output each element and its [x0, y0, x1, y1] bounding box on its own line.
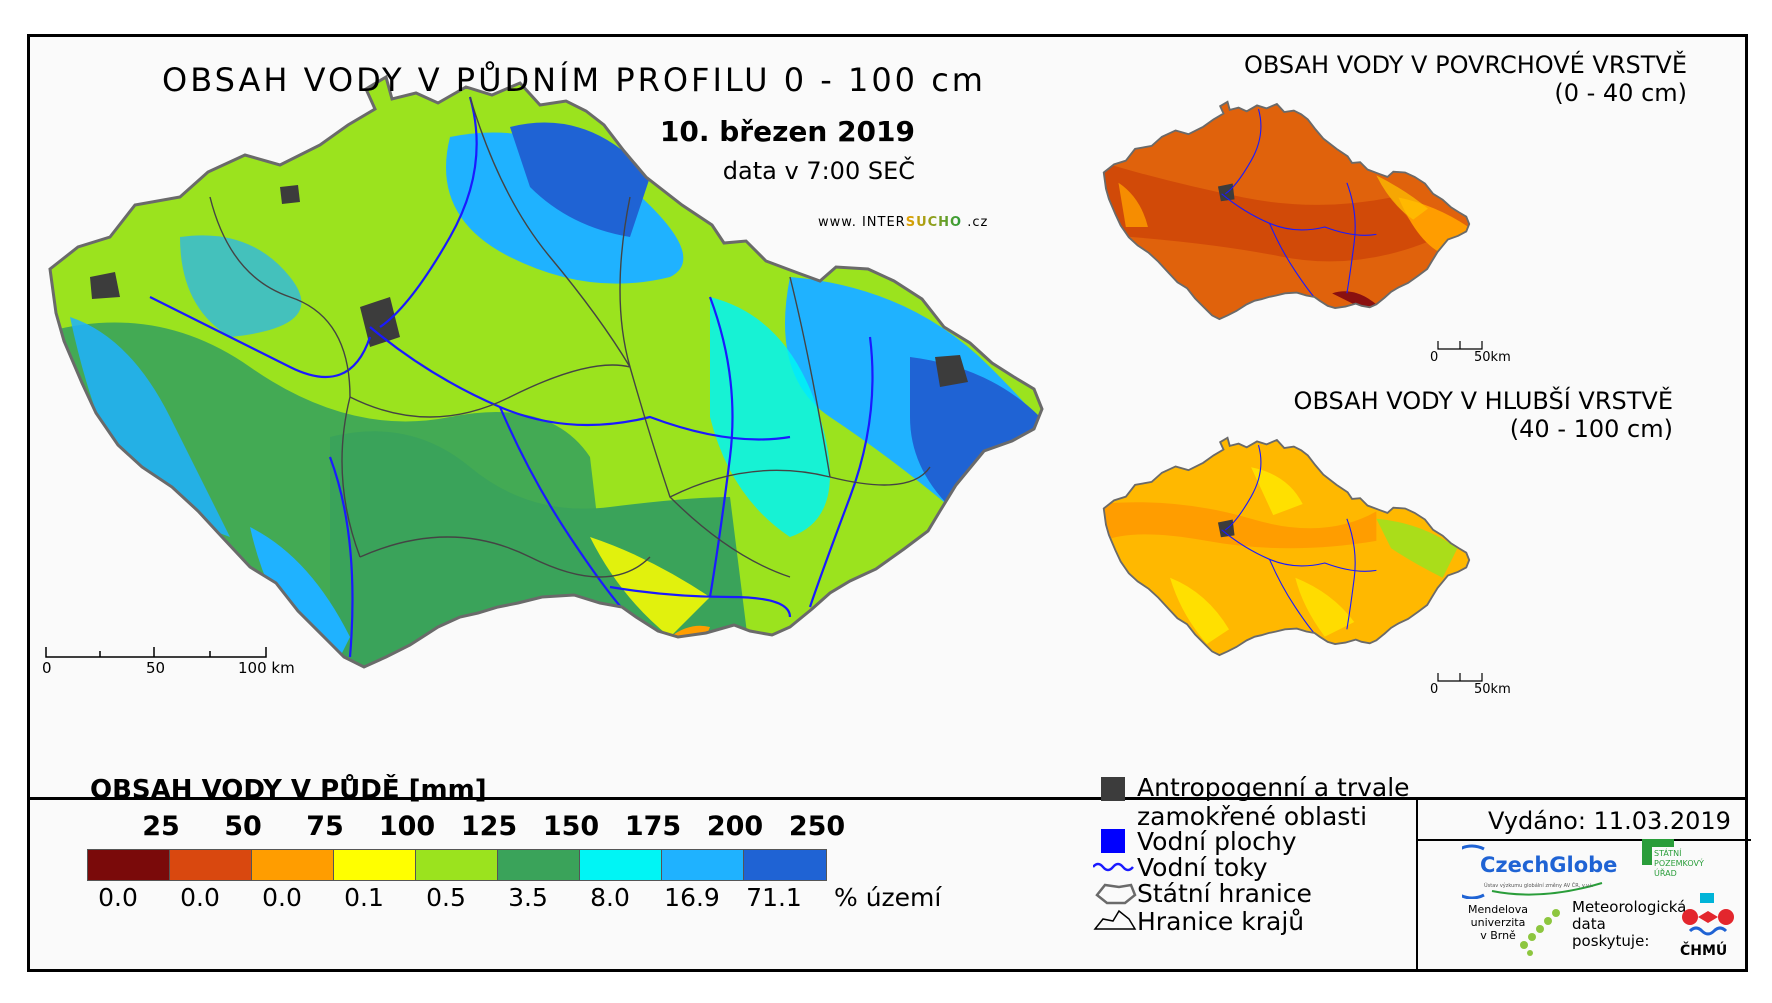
- website-accent: SUCHO: [905, 215, 963, 230]
- legend-class-label: 250: [788, 811, 846, 842]
- main-map-time: data v 7:00 SEČ: [722, 157, 915, 185]
- spu-line-3: ÚŘAD: [1654, 869, 1677, 878]
- region-border-label: Hranice krajů: [1137, 907, 1305, 936]
- deep-map: [1102, 436, 1471, 657]
- key-rivers: Vodní toky: [1092, 853, 1268, 882]
- spu-line-1: STÁTNÍ: [1654, 849, 1682, 858]
- deep-scale-label-0: 0: [1430, 682, 1439, 697]
- map-sheet: OBSAH VODY V PŮDNÍM PROFILU 0 - 100 cm 1…: [27, 34, 1751, 972]
- chmu-name: ČHMÚ: [1680, 943, 1728, 959]
- legend-class-label: 75: [306, 811, 344, 842]
- legend-class-label: 200: [706, 811, 764, 842]
- state-border-symbol: [1095, 883, 1137, 905]
- key-anthropogenic: Antropogenní a trvale zamokřené oblasti: [1093, 773, 1410, 831]
- surface-scale-label-50: 50km: [1474, 350, 1511, 365]
- spu-name: STÁTNÍ POZEMKOVÝ ÚŘAD: [1654, 849, 1704, 879]
- chmu-logo: [1682, 893, 1734, 936]
- mendel-name: Mendelova univerzita v Brně: [1468, 903, 1528, 942]
- czechglobe-name: CzechGlobe: [1480, 853, 1618, 877]
- main-scale-label-0: 0: [42, 659, 52, 677]
- mendel-line-3: v Brně: [1480, 929, 1516, 942]
- key-region-border: Hranice krajů: [1093, 907, 1304, 936]
- legend-swatch: [498, 850, 580, 880]
- legend-class-label: 125: [460, 811, 518, 842]
- legend-swatch: [662, 850, 744, 880]
- map-area: OBSAH VODY V PŮDNÍM PROFILU 0 - 100 cm 1…: [30, 37, 1745, 797]
- main-scale-label-50: 50: [146, 659, 166, 677]
- legend-swatch: [580, 850, 662, 880]
- legend-divider: [30, 797, 1745, 800]
- region-border-symbol: [1093, 909, 1137, 930]
- legend-percentage: 0.0: [262, 883, 302, 912]
- percent-unit: % území: [834, 883, 942, 912]
- surface-map-title-line1: OBSAH VODY V POVRCHOVÉ VRSTVĚ: [1244, 51, 1687, 79]
- legend-title: OBSAH VODY V PŮDĚ [mm]: [90, 775, 487, 805]
- spu-line-2: POZEMKOVÝ: [1654, 859, 1704, 868]
- legend-percentage: 16.9: [664, 883, 720, 912]
- spu-logo: [1642, 839, 1674, 865]
- main-map-date: 10. březen 2019: [659, 115, 915, 148]
- legend-class-label: 175: [624, 811, 682, 842]
- czechglobe-subtitle: Ústav výzkumu globální změny AV ČR, v.v.…: [1484, 883, 1594, 889]
- water-bodies-label: Vodní plochy: [1137, 827, 1297, 856]
- legend-swatch: [252, 850, 334, 880]
- legend-swatch: [334, 850, 416, 880]
- legend-percentage: 0.5: [426, 883, 466, 912]
- surface-scale-bar: [1437, 341, 1483, 350]
- surface-map-title-line2: (0 - 40 cm): [1554, 79, 1687, 107]
- legend-class-label: 25: [142, 811, 180, 842]
- mendel-logo: [1520, 909, 1560, 956]
- rivers-label: Vodní toky: [1137, 853, 1268, 882]
- main-map: [48, 75, 1044, 669]
- legend-color-bar: [87, 849, 827, 881]
- website-prefix: www. INTER: [818, 215, 906, 230]
- meteo-line-3: poskytuje:: [1572, 932, 1650, 950]
- anthropogenic-label-2: zamokřené oblasti: [1137, 802, 1368, 831]
- legend-class-label: 50: [224, 811, 262, 842]
- main-scale-label-100: 100 km: [238, 659, 295, 677]
- key-water-bodies: Vodní plochy: [1093, 827, 1297, 856]
- main-map-title: OBSAH VODY V PŮDNÍM PROFILU 0 - 100 cm: [162, 61, 986, 99]
- river-symbol: [1092, 862, 1134, 872]
- deep-scale-bar: [1437, 673, 1483, 682]
- legend-percentage: 0.1: [344, 883, 384, 912]
- legend-percentage: 3.5: [508, 883, 548, 912]
- website-link[interactable]: www. INTERSUCHO .cz: [818, 215, 988, 230]
- main-scale-bar: [45, 647, 267, 658]
- legend-class-label: 100: [378, 811, 436, 842]
- legend-swatch: [744, 850, 826, 880]
- anthropogenic-label-1: Antropogenní a trvale: [1137, 773, 1410, 802]
- czechglobe-logo: [1462, 844, 1603, 899]
- deep-map-title-line2: (40 - 100 cm): [1509, 415, 1673, 443]
- website-suffix: .cz: [962, 215, 989, 230]
- issued-date: Vydáno: 11.03.2019: [1488, 807, 1731, 835]
- meteo-line-1: Meteorologická: [1572, 898, 1687, 916]
- legend-swatch: [88, 850, 170, 880]
- surface-map: [1102, 100, 1471, 321]
- legend-percentage: 0.0: [98, 883, 138, 912]
- legend-percentage: 0.0: [180, 883, 220, 912]
- legend-swatch: [416, 850, 498, 880]
- surface-scale-label-0: 0: [1430, 350, 1439, 365]
- legend-class-label: 150: [542, 811, 600, 842]
- key-state-border: Státní hranice: [1093, 879, 1312, 908]
- deep-map-title-line1: OBSAH VODY V HLUBŠÍ VRSTVĚ: [1293, 387, 1673, 415]
- mendel-line-1: Mendelova: [1468, 903, 1529, 916]
- footer-divider-horizontal: [1418, 839, 1751, 841]
- legend-percentage: 8.0: [590, 883, 630, 912]
- footer-divider-vertical: [1416, 797, 1418, 972]
- meteo-text: Meteorologická data poskytuje:: [1572, 899, 1686, 950]
- water-swatch: [1101, 829, 1125, 853]
- mendel-line-2: univerzita: [1470, 916, 1526, 929]
- legend-swatch: [170, 850, 252, 880]
- state-border-label: Státní hranice: [1137, 879, 1312, 908]
- legend-percentage: 71.1: [746, 883, 802, 912]
- meteo-line-2: data: [1572, 915, 1606, 933]
- deep-scale-label-50: 50km: [1474, 682, 1511, 697]
- anthropogenic-swatch: [1101, 777, 1125, 801]
